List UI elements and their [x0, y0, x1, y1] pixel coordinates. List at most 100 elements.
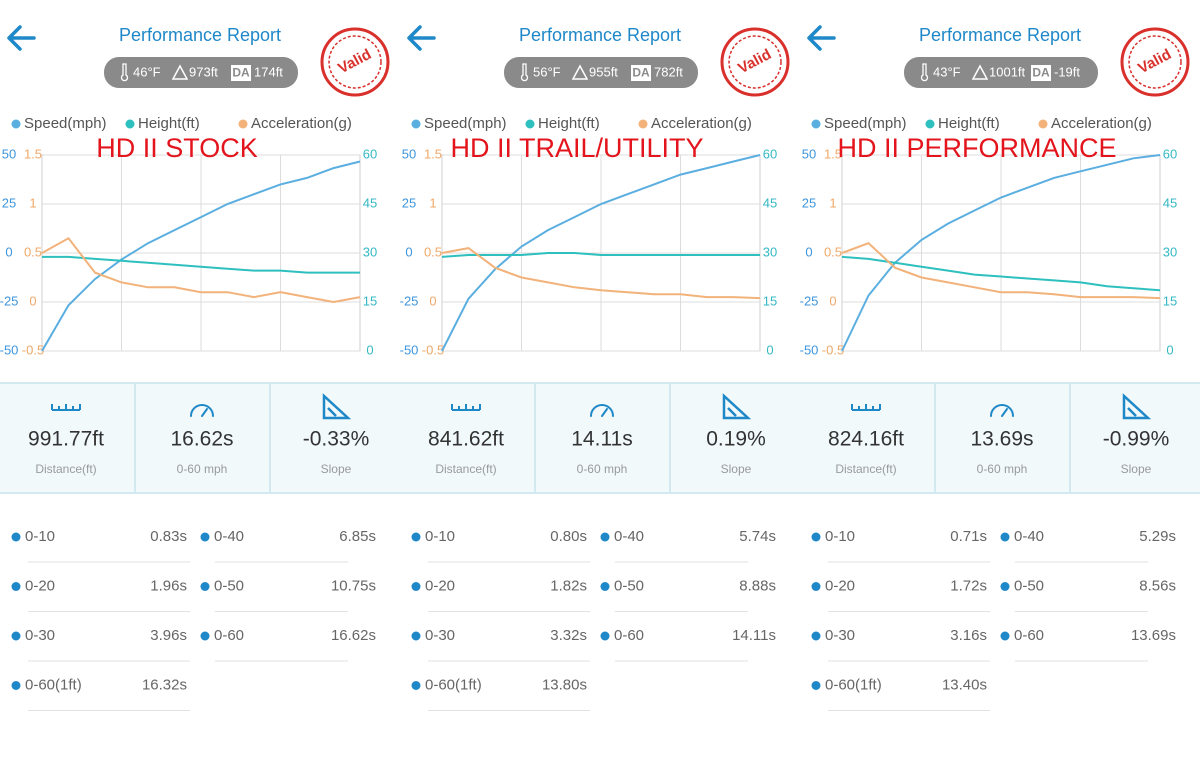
title: Performance Report — [119, 25, 281, 45]
slope-icon — [1122, 393, 1152, 420]
y-tick-label: -0.5 — [422, 342, 444, 357]
y-tick-label: 30 — [363, 244, 377, 259]
split-time: 8.88s — [739, 577, 776, 594]
split-time: 1.96s — [150, 577, 187, 594]
stat-label: 0-60 mph — [577, 462, 628, 476]
y-tick-label: 60 — [363, 146, 377, 161]
split-time: 1.72s — [950, 577, 987, 594]
split-dot — [600, 631, 610, 641]
y-tick-label: 0.5 — [424, 244, 442, 259]
stat-value: 14.11s — [571, 428, 633, 451]
legend-label: Acceleration(g) — [1051, 115, 1152, 132]
speed-icon — [590, 404, 614, 417]
y-tick-label: 0.5 — [24, 244, 42, 259]
y-tick-label: 60 — [763, 146, 777, 161]
density-altitude: -19ft — [1054, 64, 1080, 79]
split-time: 10.75s — [331, 577, 376, 594]
split-time: 16.62s — [331, 627, 376, 644]
distance-icon — [51, 404, 81, 411]
split-label: 0-50 — [614, 577, 644, 594]
series-line — [441, 154, 761, 352]
split-dot — [411, 681, 421, 690]
y-tick-label: 1 — [429, 195, 436, 210]
y-tick-label: 1.5 — [824, 146, 842, 161]
legend-label: Speed(mph) — [824, 115, 907, 132]
legend-label: Height(ft) — [938, 115, 1000, 132]
stat-value: 13.69s — [970, 428, 1033, 451]
back-arrow[interactable] — [407, 25, 436, 51]
y-tick-label: 0 — [1166, 342, 1173, 357]
legend-label: Acceleration(g) — [251, 115, 352, 132]
split-label: 0-50 — [214, 577, 244, 594]
da-label: DA — [632, 66, 650, 80]
split-dot — [811, 582, 821, 591]
stats-band — [400, 383, 800, 493]
y-tick-label: 0 — [366, 342, 373, 357]
speed-icon — [190, 404, 214, 417]
split-dot — [600, 582, 610, 591]
legend-dot — [411, 119, 421, 129]
da-label: DA — [232, 66, 250, 80]
da-badge — [631, 65, 651, 81]
split-dot — [200, 532, 210, 542]
stat-label: Distance(ft) — [835, 462, 896, 476]
y-tick-label: 50 — [402, 146, 416, 161]
y-tick-label: 25 — [402, 195, 416, 210]
split-dot — [1000, 582, 1010, 591]
split-time: 0.80s — [550, 528, 587, 545]
y-tick-label: -25 — [400, 293, 419, 308]
altitude: 973ft — [189, 64, 218, 79]
da-badge — [1031, 65, 1051, 81]
altitude-icon — [971, 64, 989, 80]
y-tick-label: 45 — [763, 195, 777, 210]
series-line — [841, 255, 1161, 292]
stat-value: 991.77ft — [28, 428, 104, 451]
split-dot — [11, 582, 21, 591]
y-tick-label: 1 — [829, 195, 836, 210]
split-label: 0-40 — [214, 528, 244, 545]
stats-band — [0, 383, 400, 493]
legend-dot — [525, 119, 535, 129]
y-tick-label: 0 — [829, 293, 836, 308]
stat-label: 0-60 mph — [977, 462, 1028, 476]
y-tick-label: 25 — [2, 195, 16, 210]
stamp-ring-inner — [1128, 35, 1182, 89]
y-tick-label: 1 — [29, 195, 36, 210]
thermometer-icon — [120, 63, 129, 82]
overlay-label: HD II STOCK — [96, 133, 258, 163]
thermometer-icon — [520, 63, 529, 82]
split-label: 0-10 — [825, 528, 855, 545]
slope-icon — [722, 393, 752, 420]
speed-icon — [990, 404, 1014, 417]
temperature: 46°F — [133, 64, 161, 79]
split-time: 13.40s — [942, 676, 987, 693]
legend-dot — [238, 119, 248, 129]
slope-icon — [322, 393, 352, 420]
back-arrow[interactable] — [807, 25, 836, 51]
da-label: DA — [1032, 66, 1050, 80]
split-dot — [200, 582, 210, 591]
y-tick-label: 1.5 — [24, 146, 42, 161]
series-line — [841, 242, 1161, 300]
split-dot — [411, 631, 421, 641]
y-tick-label: 15 — [363, 293, 377, 308]
split-label: 0-60 — [614, 627, 644, 644]
back-arrow[interactable] — [7, 25, 36, 51]
stamp-ring — [720, 27, 790, 97]
split-label: 0-30 — [25, 627, 55, 644]
y-tick-label: 0.5 — [824, 244, 842, 259]
altitude: 955ft — [589, 64, 618, 79]
stat-value: 16.62s — [170, 428, 233, 451]
split-label: 0-30 — [825, 627, 855, 644]
split-time: 0.71s — [950, 528, 987, 545]
split-time: 8.56s — [1139, 577, 1176, 594]
split-time: 5.74s — [739, 528, 776, 545]
series-line — [441, 252, 760, 258]
y-tick-label: 30 — [1163, 244, 1177, 259]
split-label: 0-60(1ft) — [25, 676, 82, 693]
split-time: 3.32s — [550, 627, 587, 644]
y-tick-label: 60 — [1163, 146, 1177, 161]
stat-label: Distance(ft) — [435, 462, 496, 476]
